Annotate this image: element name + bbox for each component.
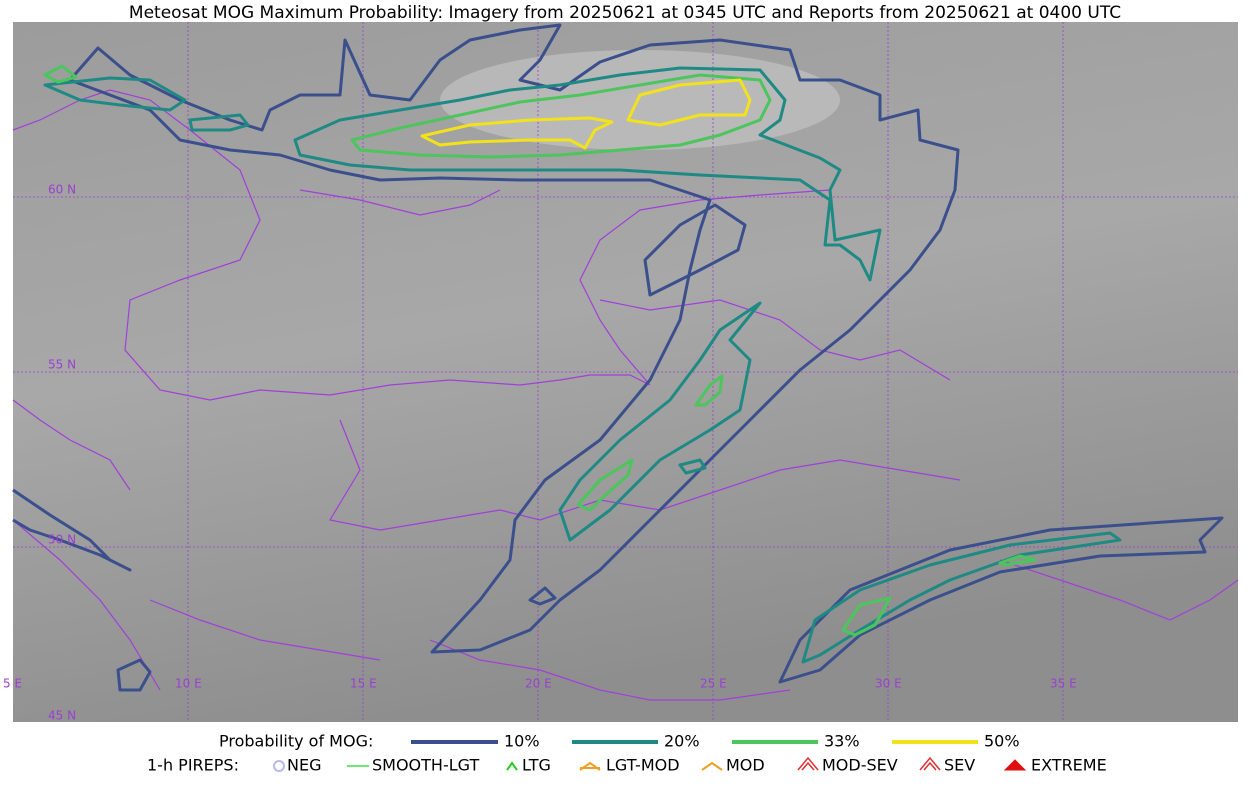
lon-label: 25 E [700, 677, 727, 691]
contour-20 [558, 301, 762, 542]
coastline [12, 89, 1239, 621]
contour-50 [626, 78, 752, 127]
graticule [13, 22, 1238, 722]
contour-33 [43, 64, 78, 84]
pirep-symbol [273, 760, 285, 772]
pirep-symbol [579, 761, 601, 771]
lon-label: 15 E [350, 677, 377, 691]
legend-title: Probability of MOG: [219, 732, 373, 751]
lat-label: 45 N [48, 709, 76, 723]
contour-20 [678, 458, 707, 475]
contour-10 [778, 516, 1224, 684]
contour-10 [528, 586, 557, 606]
title: Meteosat MOG Maximum Probability: Imager… [129, 3, 1121, 23]
contour-20 [293, 66, 882, 282]
legend-label: SMOOTH-LGT [372, 756, 479, 775]
map: 60 N 55 N 50 N 45 N 5 E 10 E 15 E 20 E 2… [3, 22, 1239, 723]
lon-label: 5 E [3, 677, 22, 691]
lon-label: 35 E [1050, 677, 1077, 691]
contour-10 [68, 23, 960, 654]
lat-label: 55 N [48, 358, 76, 372]
legend-label: LGT-MOD [606, 756, 680, 775]
lat-label: 60 N [48, 183, 76, 197]
legend-label: EXTREME [1031, 756, 1107, 775]
contour-33 [998, 554, 1037, 567]
contour-50 [420, 116, 614, 150]
border [12, 299, 961, 701]
lat-label: 50 N [48, 533, 76, 547]
contour-33 [841, 596, 892, 637]
contour-10 [643, 203, 747, 297]
lon-label: 20 E [525, 677, 552, 691]
legend-label: MOD [726, 756, 765, 775]
legend-title: 1-h PIREPS: [147, 756, 239, 775]
legend-label: NEG [287, 756, 321, 775]
pirep-symbol [1003, 759, 1027, 771]
pirep-symbol [506, 761, 518, 771]
lon-label: 10 E [175, 677, 202, 691]
contour-20 [43, 76, 187, 112]
legend-label: 10% [504, 732, 540, 751]
contour-33 [576, 458, 634, 512]
lon-label: 30 E [875, 677, 902, 691]
legend-label: 50% [984, 732, 1020, 751]
legend-label: LTG [522, 756, 551, 775]
contour-20 [801, 531, 1122, 664]
legend: Probability of MOG: 10% 20% 33% 50% 1-h … [147, 732, 1107, 775]
pirep-symbol [919, 756, 941, 771]
contour-10 [116, 658, 152, 692]
legend-label: 20% [664, 732, 700, 751]
legend-label: MOD-SEV [822, 756, 898, 775]
legend-label: SEV [944, 756, 975, 775]
legend-label: 33% [824, 732, 860, 751]
pirep-symbol [797, 756, 819, 771]
contour-20 [188, 113, 250, 132]
bright-cloud [440, 50, 840, 150]
pirep-symbol [701, 761, 723, 771]
contour-33 [694, 374, 724, 407]
contour-10 [12, 488, 132, 572]
contour-33 [350, 73, 772, 159]
contours [12, 23, 1224, 692]
